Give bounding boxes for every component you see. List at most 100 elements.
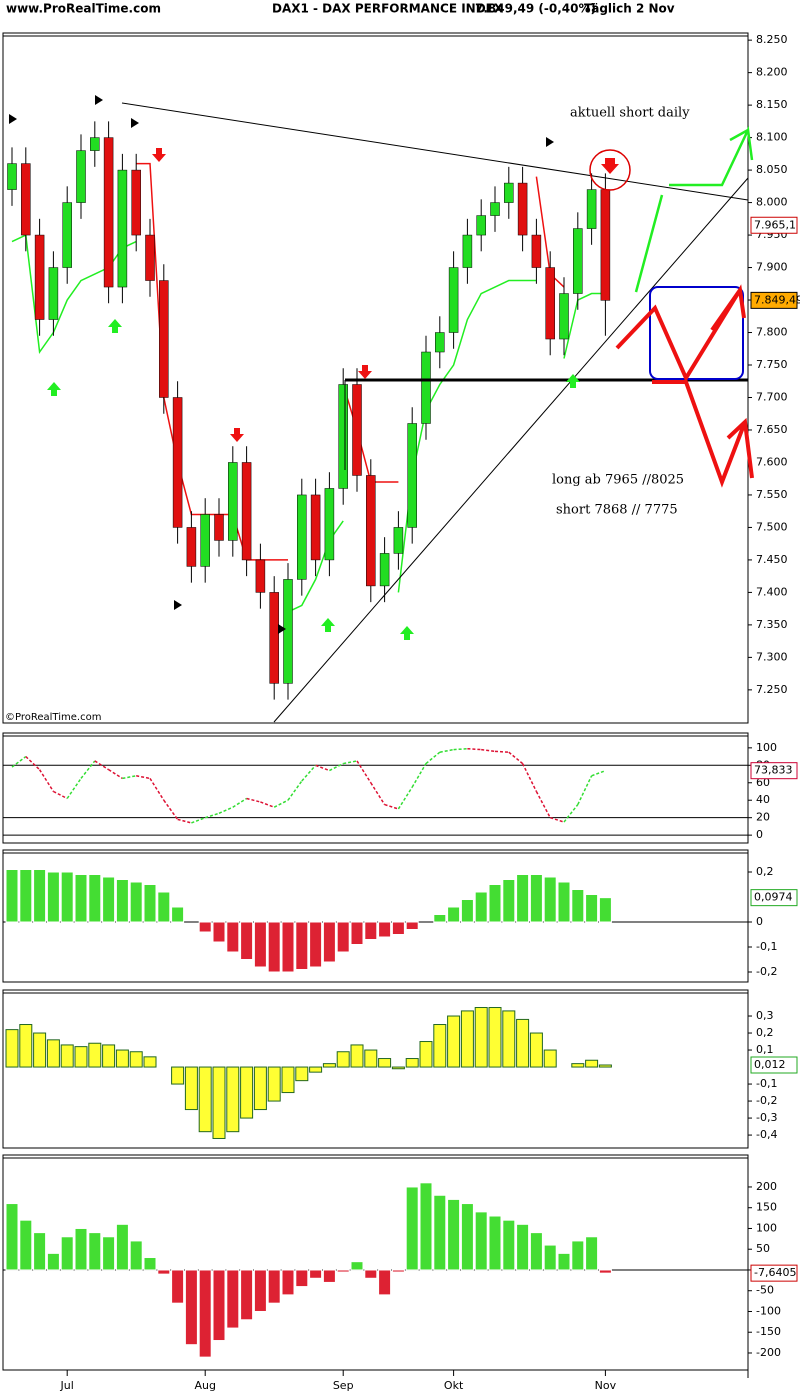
bar — [184, 1066, 198, 1111]
x-tick-label: Okt — [444, 1379, 464, 1392]
bar — [378, 1058, 392, 1068]
bar — [33, 1032, 47, 1068]
bar — [309, 1066, 323, 1073]
candle-body — [352, 384, 362, 476]
candle-body — [200, 514, 210, 567]
oscillator-segment — [25, 756, 41, 771]
y-tick-label: 150 — [756, 1201, 777, 1214]
candle-body — [76, 150, 86, 203]
bar — [474, 1007, 488, 1068]
bar — [226, 921, 240, 953]
candle-body — [269, 592, 279, 684]
oscillator-segment — [80, 760, 96, 779]
oscillator-segment — [136, 775, 151, 780]
y-tick-label: 7.400 — [756, 585, 788, 598]
oscillator-segment — [384, 803, 399, 810]
bar — [391, 1269, 405, 1273]
y-tick-label: 7.350 — [756, 618, 788, 631]
candle-body — [172, 397, 183, 528]
candle-body — [490, 202, 500, 216]
bar — [60, 871, 74, 923]
bar — [33, 1232, 47, 1271]
bar — [143, 1257, 157, 1271]
oscillator-segment — [563, 804, 579, 823]
value-tag — [750, 291, 798, 309]
signal-arrow — [601, 158, 619, 174]
oscillator-segment — [549, 816, 565, 823]
y-tick-label: -100 — [756, 1304, 781, 1317]
bar — [253, 1269, 267, 1312]
bar — [598, 1269, 612, 1274]
y-tick-label: 7.800 — [756, 326, 788, 339]
bar — [502, 879, 516, 923]
bar — [378, 921, 392, 938]
oscillator-segment — [453, 747, 468, 751]
value-tag — [750, 889, 798, 907]
candle-body — [90, 137, 100, 151]
marker — [95, 95, 103, 105]
bar — [529, 1032, 543, 1068]
oscillator-segment — [508, 751, 524, 765]
oscillator-segment — [53, 790, 68, 800]
bar — [336, 921, 350, 953]
candle-body — [310, 494, 321, 561]
y-tick-label: 8.100 — [756, 131, 788, 144]
oscillator-segment — [246, 797, 261, 803]
value-tag-label: 0,0974 — [754, 891, 793, 904]
annotation: aktuell short daily — [570, 106, 690, 121]
x-tick-label: Jul — [60, 1379, 74, 1392]
bar — [88, 874, 102, 923]
bar — [74, 1227, 88, 1271]
bar — [46, 1252, 60, 1271]
bar — [364, 1269, 378, 1279]
bar — [226, 1066, 240, 1133]
value-tag-label: -7,6405 — [754, 1266, 796, 1279]
bar — [19, 869, 33, 923]
stop-line — [397, 279, 537, 593]
bar — [460, 1203, 474, 1271]
bar — [571, 889, 585, 923]
oscillator-segment — [232, 797, 248, 808]
bar — [336, 1269, 350, 1273]
y-tick-label: -150 — [756, 1325, 781, 1338]
value-tag-label: 0,012 — [754, 1058, 786, 1071]
bar — [419, 1182, 433, 1271]
candle-body — [103, 137, 114, 288]
oscillator-segment — [425, 751, 441, 765]
y-tick-label: 0,1 — [756, 1043, 774, 1056]
bar — [102, 876, 116, 923]
candle-body — [586, 189, 597, 229]
bar — [529, 874, 543, 923]
y-tick-label: 8.150 — [756, 98, 788, 111]
bar — [585, 1059, 599, 1068]
bar — [474, 891, 488, 923]
candle-body — [531, 234, 542, 268]
bar — [474, 1211, 488, 1271]
y-tick-label: 7.500 — [756, 520, 788, 533]
y-tick-label: 100 — [756, 741, 777, 754]
bar — [488, 1215, 502, 1271]
marker — [9, 114, 17, 124]
bar — [405, 1186, 419, 1271]
y-tick-label: 7.650 — [756, 423, 788, 436]
oscillator-segment — [149, 777, 165, 801]
box — [649, 286, 744, 380]
stop-line — [11, 233, 137, 355]
bar — [502, 1010, 516, 1068]
bar — [19, 1219, 33, 1271]
oscillator-segment — [481, 748, 496, 753]
bar — [350, 1261, 364, 1271]
trendline — [273, 177, 749, 723]
bar — [19, 1024, 33, 1068]
candle-body — [476, 215, 486, 236]
signal-arrow — [400, 626, 414, 640]
candle-body — [62, 202, 72, 268]
bar — [281, 1066, 295, 1094]
bar — [240, 1269, 254, 1321]
oscillator-segment — [467, 747, 482, 751]
value-tag — [750, 1056, 798, 1074]
bar — [74, 874, 88, 923]
bar — [198, 1269, 212, 1358]
bar — [253, 1066, 267, 1111]
bar — [598, 1064, 612, 1068]
